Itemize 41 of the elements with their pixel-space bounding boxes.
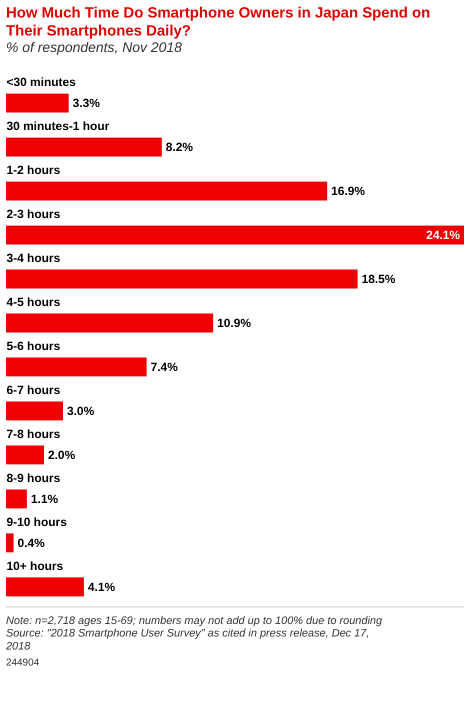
bar <box>6 138 162 157</box>
chart-subtitle: % of respondents, Nov 2018 <box>6 39 182 56</box>
bar <box>6 445 44 464</box>
y-tick-label: 8-9 hours <box>6 470 61 485</box>
bar <box>6 358 147 376</box>
bar <box>6 489 27 508</box>
bar <box>6 401 63 420</box>
y-tick-label: <30 minutes <box>6 75 76 90</box>
data-label: 3.0% <box>66 404 95 418</box>
y-tick-label: 1-2 hours <box>6 163 61 178</box>
bar <box>6 533 14 552</box>
y-tick-label: 10+ hours <box>6 558 64 573</box>
chart-title: How Much Time Do Smartphone Owners in Japan Spend on Their Smartphones Daily? <box>6 4 430 40</box>
data-label: 1.1% <box>30 492 58 506</box>
bar <box>6 270 358 288</box>
y-tick-label: 3-4 hours <box>6 251 61 266</box>
bar <box>6 94 69 113</box>
data-label: 3.3% <box>72 96 100 110</box>
data-label: 2.0% <box>48 448 76 462</box>
y-tick-label: 9-10 hours <box>6 514 68 529</box>
data-label: 8.2% <box>166 140 194 154</box>
bar <box>6 226 464 244</box>
y-tick-label: 7-8 hours <box>6 426 61 441</box>
y-tick-label: 30 minutes-1 hour <box>6 119 110 134</box>
text: 244904 <box>6 658 40 669</box>
y-tick-label: 5-6 hours <box>6 339 61 354</box>
data-label: 18.5% <box>362 272 396 286</box>
data-label: 0.4% <box>18 536 46 550</box>
data-label: 24.1% <box>426 228 460 242</box>
source-note: Source: "2018 Smartphone User Survey" as cited in press release, Dec 17, 2018 <box>4 628 370 653</box>
y-tick-label: 2-3 hours <box>6 207 61 222</box>
data-label: 10.9% <box>217 316 252 330</box>
y-tick-label: 4-5 hours <box>6 295 61 310</box>
data-label: 16.9% <box>331 184 366 198</box>
data-label: 4.1% <box>88 580 116 594</box>
bar <box>6 182 328 201</box>
bar <box>6 577 84 596</box>
bar <box>6 314 214 332</box>
data-label: 7.4% <box>150 360 178 374</box>
y-tick-label: 6-7 hours <box>6 383 61 398</box>
text: Note: n=2,718 ages 15-69; numbers may not add up to 100% due to rounding <box>6 614 382 627</box>
